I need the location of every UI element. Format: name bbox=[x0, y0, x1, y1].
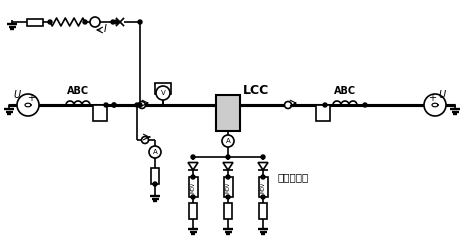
Circle shape bbox=[226, 155, 230, 159]
Circle shape bbox=[138, 103, 142, 107]
Circle shape bbox=[111, 20, 115, 24]
Circle shape bbox=[424, 94, 446, 116]
Bar bbox=[316, 105, 330, 121]
Text: ABC: ABC bbox=[334, 86, 356, 96]
Circle shape bbox=[112, 103, 116, 107]
Circle shape bbox=[226, 175, 230, 179]
Circle shape bbox=[363, 103, 367, 107]
Polygon shape bbox=[258, 163, 268, 170]
Circle shape bbox=[83, 20, 87, 24]
Text: MOV: MOV bbox=[225, 181, 231, 193]
Circle shape bbox=[191, 175, 195, 179]
Circle shape bbox=[135, 103, 139, 107]
Circle shape bbox=[48, 20, 52, 24]
Polygon shape bbox=[188, 163, 198, 170]
Text: V: V bbox=[154, 82, 160, 91]
Circle shape bbox=[323, 103, 327, 107]
Polygon shape bbox=[223, 163, 233, 170]
Text: A: A bbox=[225, 138, 231, 144]
Bar bbox=[27, 18, 43, 26]
Text: V: V bbox=[161, 90, 165, 96]
Circle shape bbox=[90, 17, 100, 27]
Text: MOV: MOV bbox=[190, 181, 195, 193]
Circle shape bbox=[261, 195, 265, 199]
Circle shape bbox=[142, 137, 149, 143]
Circle shape bbox=[149, 146, 161, 158]
Circle shape bbox=[112, 103, 116, 107]
Circle shape bbox=[284, 101, 292, 109]
Text: U: U bbox=[439, 90, 446, 100]
Circle shape bbox=[226, 195, 230, 199]
Bar bbox=[155, 83, 171, 94]
Circle shape bbox=[114, 20, 119, 24]
Bar bbox=[151, 168, 159, 184]
Text: MOV: MOV bbox=[261, 181, 265, 193]
Text: LCC: LCC bbox=[243, 85, 269, 97]
Bar bbox=[188, 177, 198, 197]
Bar bbox=[216, 95, 240, 131]
Bar bbox=[258, 177, 268, 197]
Text: I: I bbox=[104, 24, 107, 34]
Circle shape bbox=[153, 182, 157, 186]
Text: 电压限制器: 电压限制器 bbox=[277, 172, 308, 182]
Text: +: + bbox=[428, 93, 436, 103]
Circle shape bbox=[191, 155, 195, 159]
Text: A: A bbox=[153, 149, 157, 155]
Circle shape bbox=[261, 175, 265, 179]
Circle shape bbox=[138, 20, 142, 24]
Text: +: + bbox=[27, 93, 35, 103]
Text: ABC: ABC bbox=[67, 86, 89, 96]
Circle shape bbox=[191, 195, 195, 199]
Circle shape bbox=[138, 101, 145, 109]
Circle shape bbox=[104, 103, 108, 107]
Bar bbox=[93, 105, 107, 121]
Bar bbox=[189, 203, 197, 219]
Bar bbox=[224, 177, 232, 197]
Circle shape bbox=[222, 135, 234, 147]
Circle shape bbox=[17, 94, 39, 116]
Circle shape bbox=[261, 155, 265, 159]
Bar bbox=[259, 203, 267, 219]
Bar bbox=[224, 203, 232, 219]
Circle shape bbox=[156, 86, 170, 100]
Text: U: U bbox=[13, 90, 20, 100]
